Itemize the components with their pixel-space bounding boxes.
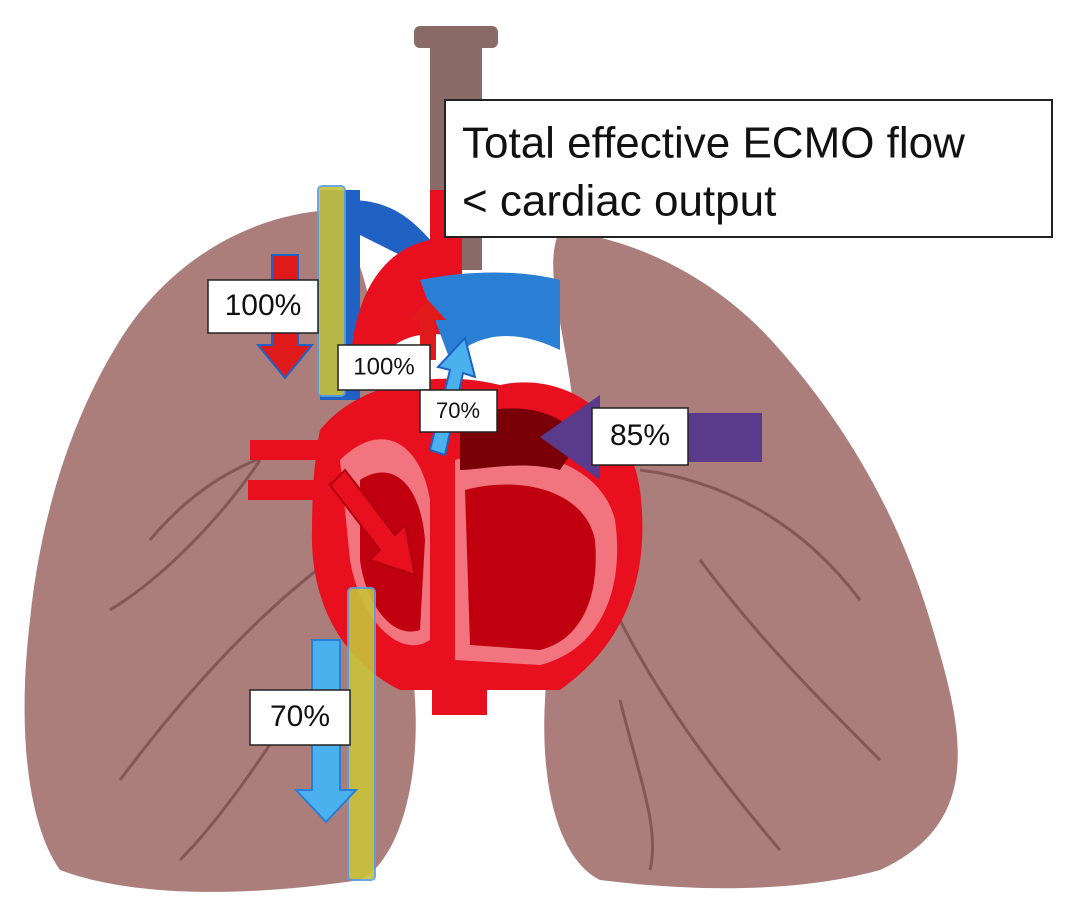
label-text: 70% — [436, 398, 480, 423]
flow-label: 100% — [207, 279, 319, 334]
label-text: 100% — [225, 289, 302, 322]
flow-label: 70% — [419, 389, 498, 433]
cannulas — [317, 185, 376, 881]
label-text: 85% — [610, 419, 670, 452]
title-box: Total effective ECMO flow < cardiac outp… — [444, 99, 1053, 238]
flow-label: 100% — [337, 344, 431, 391]
label-text: 70% — [270, 700, 330, 733]
title-line: < cardiac output — [462, 177, 776, 226]
lung-vessels — [109, 438, 882, 871]
title-line: Total effective ECMO flow — [462, 119, 965, 168]
flow-label: 85% — [591, 407, 689, 466]
flow-label: 70% — [249, 689, 351, 746]
label-text: 100% — [353, 353, 414, 380]
